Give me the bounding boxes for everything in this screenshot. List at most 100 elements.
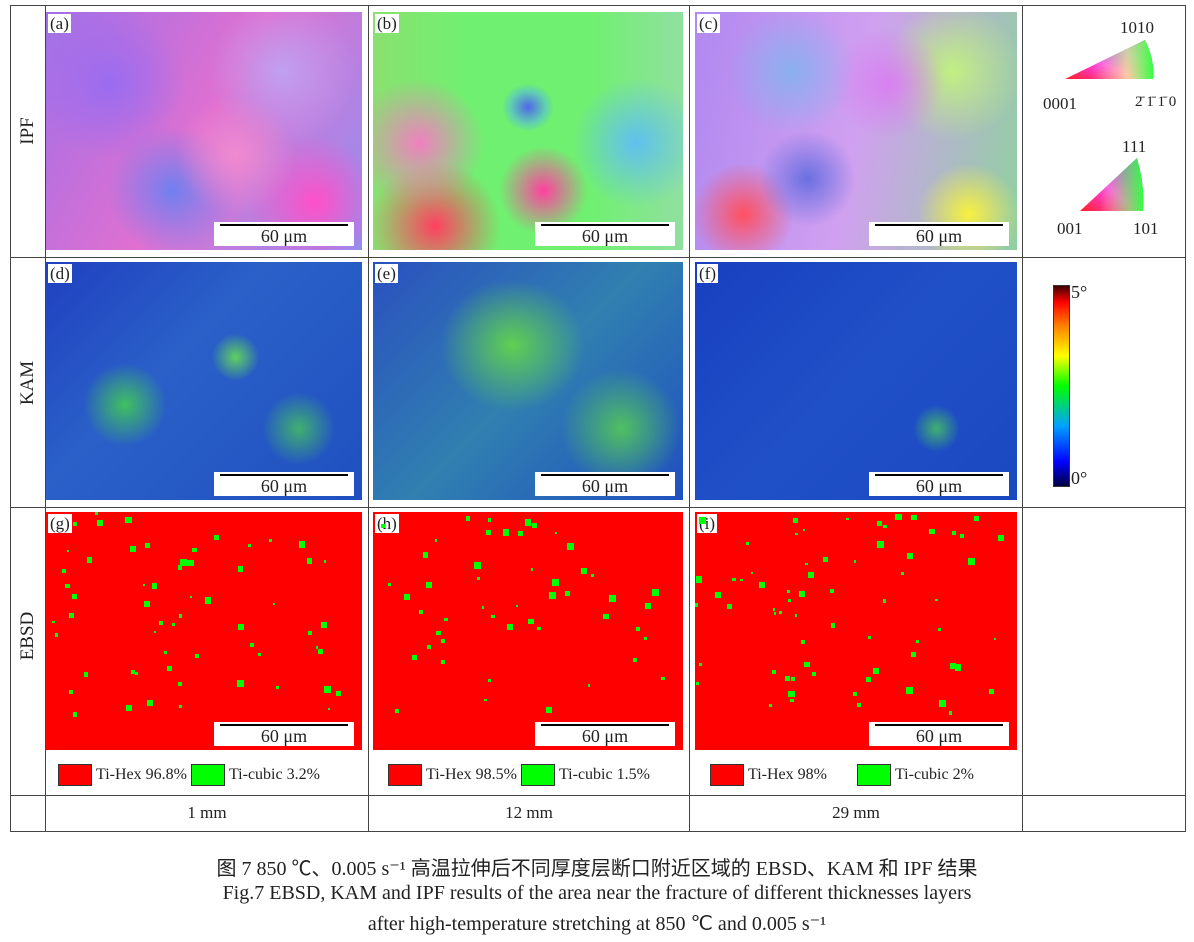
cubic-phase-speck bbox=[546, 707, 552, 713]
cubic-phase-speck bbox=[126, 705, 132, 712]
cubic-phase-speck bbox=[787, 690, 795, 698]
ipf-cubic-top-label: 111 bbox=[1122, 137, 1147, 156]
cubic-phase-speck bbox=[425, 581, 432, 588]
caption-english-line1: Fig.7 EBSD, KAM and IPF results of the a… bbox=[222, 882, 972, 904]
cubic-phase-speck bbox=[68, 612, 75, 619]
cubic-phase-speck bbox=[177, 681, 183, 687]
cubic-phase-speck bbox=[794, 614, 798, 617]
panel-label: (e) bbox=[375, 264, 398, 283]
cubic-phase-speck bbox=[808, 572, 814, 578]
cubic-phase-speck bbox=[772, 607, 776, 611]
cubic-phase-speck bbox=[771, 670, 777, 675]
cubic-phase-speck bbox=[698, 663, 702, 666]
cubic-phase-speck bbox=[581, 567, 588, 574]
cubic-phase-speck bbox=[487, 679, 491, 682]
cubic-phase-speck bbox=[491, 615, 495, 619]
cubic-phase-speck bbox=[773, 612, 776, 615]
kam-map-f: (f) 60 μm bbox=[695, 262, 1017, 500]
phase-legend-i: Ti-Hex 98% Ti-cubic 2% bbox=[710, 764, 974, 786]
cubic-phase-speck bbox=[877, 520, 883, 527]
cubic-phase-speck bbox=[411, 655, 417, 661]
cubic-phase-speck bbox=[247, 543, 251, 548]
row-divider bbox=[10, 507, 1186, 508]
hex-label: Ti-Hex 96.8% bbox=[96, 766, 187, 783]
cubic-phase-speck bbox=[487, 518, 491, 522]
cubic-phase-speck bbox=[134, 671, 138, 676]
cubic-phase-speck bbox=[715, 592, 722, 599]
cubic-phase-speck bbox=[179, 705, 182, 708]
kam-colorbar bbox=[1053, 285, 1070, 487]
cubic-phase-speck bbox=[86, 557, 93, 563]
cubic-phase-speck bbox=[440, 639, 446, 644]
cubic-phase-speck bbox=[952, 531, 957, 535]
cubic-phase-speck bbox=[327, 708, 331, 711]
table-border-top bbox=[10, 5, 1186, 6]
cubic-phase-speck bbox=[758, 581, 765, 588]
cubic-phase-speck bbox=[95, 512, 99, 515]
cubic-phase-speck bbox=[910, 652, 916, 658]
cubic-phase-speck bbox=[603, 613, 610, 620]
cubic-phase-speck bbox=[883, 524, 887, 529]
cubic-phase-speck bbox=[745, 542, 750, 546]
scale-bar: 60 μm bbox=[535, 472, 675, 496]
cubic-phase-speck bbox=[800, 639, 806, 645]
cubic-phase-speck bbox=[147, 700, 154, 706]
ipf-hex-left-label: 0001 bbox=[1043, 94, 1077, 113]
cubic-phase-speck bbox=[179, 614, 183, 618]
cubic-phase-speck bbox=[528, 618, 534, 625]
cubic-phase-speck bbox=[273, 603, 276, 606]
ipf-map-b: (b) 60 μm bbox=[373, 12, 683, 250]
panel-label: (b) bbox=[375, 14, 399, 33]
cubic-phase-speck bbox=[565, 591, 570, 596]
row-divider bbox=[10, 795, 1186, 796]
cubic-phase-speck bbox=[145, 543, 150, 548]
panel-label: (g) bbox=[48, 514, 72, 533]
cubic-phase-speck bbox=[877, 541, 884, 548]
cubic-phase-speck bbox=[195, 654, 200, 659]
cubic-phase-speck bbox=[950, 663, 957, 669]
scale-bar: 60 μm bbox=[535, 222, 675, 246]
cubic-phase-speck bbox=[779, 610, 783, 614]
thickness-label: 29 mm bbox=[832, 803, 880, 822]
cubic-swatch bbox=[520, 764, 555, 786]
cubic-phase-speck bbox=[177, 565, 183, 570]
cubic-phase-speck bbox=[636, 626, 641, 632]
hex-swatch bbox=[388, 764, 422, 786]
cubic-phase-speck bbox=[901, 571, 905, 575]
cubic-phase-speck bbox=[907, 552, 913, 559]
cubic-swatch bbox=[856, 764, 891, 786]
cubic-phase-speck bbox=[739, 578, 743, 582]
cubic-phase-speck bbox=[695, 603, 699, 607]
cubic-phase-speck bbox=[609, 595, 617, 603]
cubic-phase-speck bbox=[54, 633, 59, 637]
cubic-phase-speck bbox=[988, 688, 995, 695]
scale-bar: 60 μm bbox=[214, 472, 354, 496]
cubic-label: Ti-cubic 3.2% bbox=[228, 766, 320, 783]
phase-legend-h: Ti-Hex 98.5% Ti-cubic 1.5% bbox=[388, 764, 650, 786]
cubic-phase-speck bbox=[695, 575, 703, 583]
cubic-phase-speck bbox=[171, 623, 175, 627]
cubic-phase-speck bbox=[269, 538, 273, 542]
cubic-phase-speck bbox=[994, 637, 997, 640]
scale-bar: 60 μm bbox=[214, 222, 354, 246]
cubic-phase-speck bbox=[71, 593, 78, 599]
ipf-cubic-right-label: 101 bbox=[1133, 219, 1159, 238]
col-divider bbox=[1022, 5, 1023, 832]
cubic-phase-speck bbox=[320, 622, 327, 629]
cubic-phase-speck bbox=[938, 627, 942, 631]
cubic-phase-speck bbox=[419, 609, 424, 614]
cubic-phase-speck bbox=[536, 626, 541, 631]
ipf-hex-top-label: 1010 bbox=[1120, 18, 1154, 37]
cubic-phase-speck bbox=[307, 630, 313, 636]
cubic-phase-speck bbox=[204, 597, 212, 604]
cubic-phase-speck bbox=[166, 665, 172, 671]
cubic-phase-speck bbox=[237, 566, 244, 572]
kam-max-label: 5° bbox=[1071, 282, 1088, 302]
cubic-phase-speck bbox=[486, 529, 492, 535]
cubic-phase-speck bbox=[61, 568, 67, 574]
cubic-phase-speck bbox=[125, 516, 132, 524]
cubic-phase-speck bbox=[853, 560, 857, 563]
cubic-phase-speck bbox=[787, 590, 791, 594]
cubic-phase-speck bbox=[381, 524, 385, 528]
cubic-phase-speck bbox=[695, 682, 699, 686]
